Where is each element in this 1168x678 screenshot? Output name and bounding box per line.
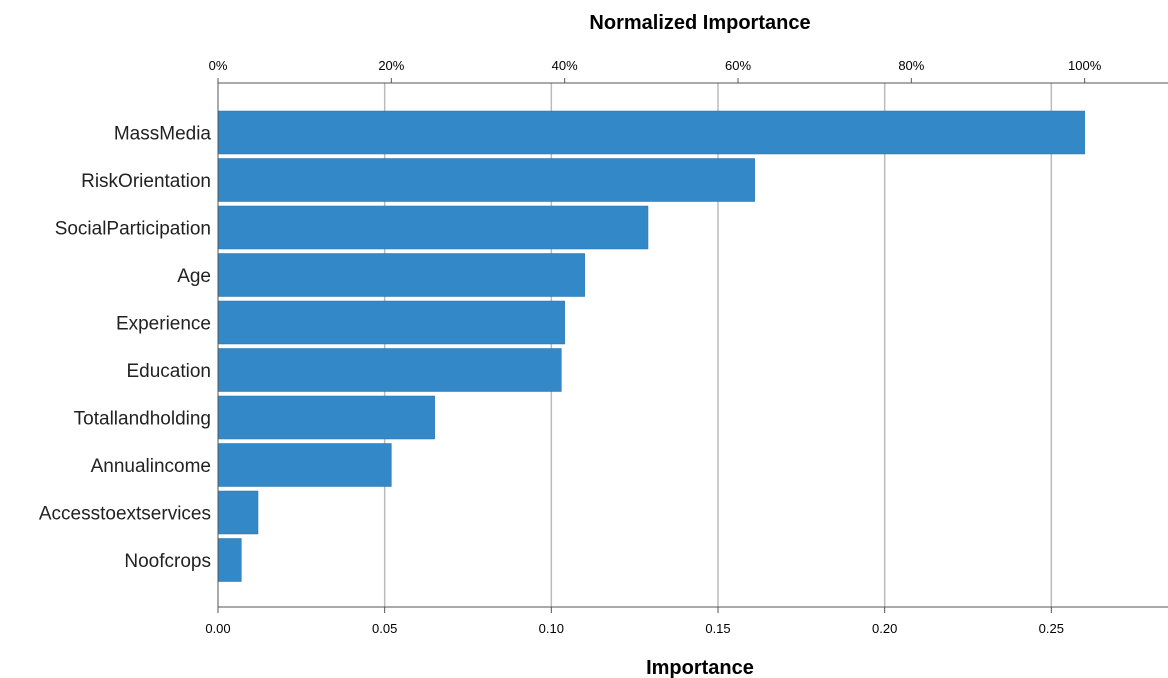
bottom-tick-label: 0.00 (205, 621, 230, 636)
bar (217, 158, 755, 202)
bar (217, 538, 242, 582)
top-tick-label: 100% (1068, 58, 1102, 73)
category-label: Annualincome (91, 456, 211, 477)
top-tick-label: 60% (725, 58, 751, 73)
top-tick-label: 0% (209, 58, 228, 73)
bottom-tick-label: 0.20 (872, 621, 897, 636)
category-label: Totallandholding (74, 409, 211, 430)
category-label: Age (177, 266, 211, 287)
bottom-axis-title: Importance (646, 657, 754, 678)
top-axis-title: Normalized Importance (589, 12, 810, 34)
bar (217, 300, 565, 345)
category-label: SocialParticipation (55, 219, 211, 240)
top-tick-label: 80% (898, 58, 924, 73)
bar (217, 110, 1085, 155)
bar (217, 443, 392, 487)
category-label: Noofcrops (124, 551, 211, 572)
bar (217, 253, 585, 297)
category-label: MassMedia (114, 124, 212, 145)
bar (217, 490, 259, 535)
category-label: Experience (116, 314, 211, 335)
labels: 0.00 0.05 0.10 0.15 0.20 0.25 0% 20% 40% 60% 80% 10… (39, 58, 1102, 636)
bars (217, 110, 1085, 582)
bottom-tick-label: 0.25 (1039, 621, 1064, 636)
bottom-tick-label: 0.15 (705, 621, 730, 636)
bar (217, 205, 649, 250)
bar (217, 348, 562, 392)
bottom-tick-label: 0.05 (372, 621, 397, 636)
bar (217, 395, 435, 440)
top-tick-label: 20% (378, 58, 404, 73)
axes (217, 78, 1168, 613)
category-label: Education (126, 361, 211, 382)
bottom-tick-label: 0.10 (539, 621, 564, 636)
category-label: RiskOrientation (81, 171, 211, 192)
category-label: Accesstoextservices (39, 504, 211, 525)
top-tick-label: 40% (552, 58, 578, 73)
